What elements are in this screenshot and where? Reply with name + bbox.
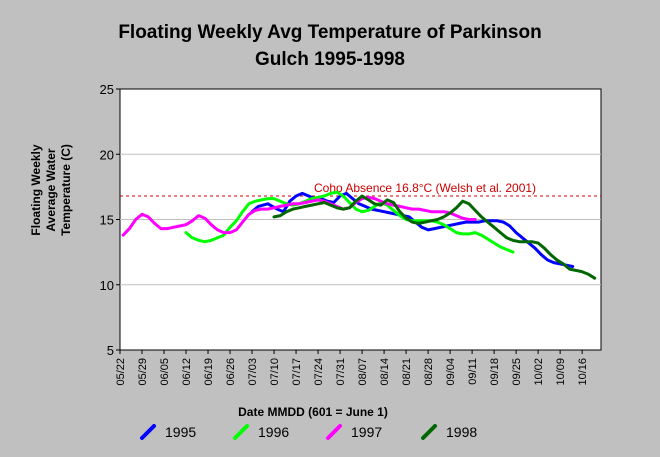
x-tick-label: 07/31	[335, 358, 347, 386]
x-tick-label: 10/02	[533, 358, 545, 386]
x-tick-label: 05/29	[137, 358, 149, 386]
y-tick-label: 15	[100, 213, 114, 228]
legend-swatch-1996	[233, 424, 249, 440]
x-tick-label: 08/21	[401, 358, 413, 386]
y-axis-label-line: Temperature (C)	[59, 144, 73, 236]
legend-label-1995: 1995	[165, 424, 196, 440]
x-tick-label: 10/16	[577, 358, 589, 386]
y-tick-label: 20	[100, 147, 114, 162]
legend-swatch-1997	[326, 424, 342, 440]
gridlines	[120, 153, 601, 286]
legend-label-1998: 1998	[446, 424, 477, 440]
x-axis-label: Date MMDD (601 = June 1)	[238, 405, 388, 419]
y-axis: 5 10 15 20 25	[100, 82, 120, 358]
x-tick-label: 10/09	[555, 358, 567, 386]
x-tick-label: 09/11	[467, 358, 479, 385]
x-tick-label: 05/22	[115, 358, 127, 386]
legend-swatch-1995	[140, 424, 156, 440]
x-tick-label: 08/07	[357, 358, 369, 386]
data-series	[121, 190, 597, 280]
y-axis-label: Floating Weekly Average Water Temperature …	[29, 144, 73, 236]
chart-title-line-1: Floating Weekly Avg Temperature of Parki…	[118, 22, 541, 43]
x-tick-label: 06/19	[203, 358, 215, 386]
series-line-1996	[184, 190, 515, 254]
x-tick-label: 06/05	[159, 358, 171, 386]
y-axis-label-line: Floating Weekly	[29, 144, 43, 235]
x-tick-label: 08/14	[379, 358, 391, 386]
chart-title-line-2: Gulch 1995-1998	[255, 49, 405, 70]
x-tick-label: 09/18	[489, 358, 501, 386]
legend: 1995 1996 1997 1998	[140, 424, 477, 440]
y-tick-label: 25	[100, 82, 114, 97]
x-tick-label: 09/04	[445, 358, 457, 386]
legend-label-1997: 1997	[351, 424, 382, 440]
x-axis: 05/22 05/29 06/05 06/12 06/19 06/26 07/03 07/10…	[115, 350, 589, 386]
x-tick-label: 07/03	[247, 358, 259, 386]
y-tick-label: 5	[107, 343, 114, 358]
x-tick-label: 07/10	[269, 358, 281, 386]
x-tick-label: 08/28	[423, 358, 435, 386]
x-tick-label: 09/25	[511, 358, 523, 386]
x-tick-label: 07/17	[291, 358, 303, 386]
y-tick-label: 10	[100, 278, 114, 293]
legend-label-1996: 1996	[258, 424, 289, 440]
x-tick-label: 07/24	[313, 358, 325, 386]
x-tick-label: 06/12	[181, 358, 193, 386]
series-line-1998	[272, 194, 597, 280]
x-tick-label: 06/26	[225, 358, 237, 386]
y-axis-label-line: Average Water	[44, 148, 58, 231]
legend-swatch-1998	[421, 424, 437, 440]
threshold-annotation: Coho Absence 16.8°C (Welsh et al. 2001)	[314, 181, 536, 195]
series-line-1997	[121, 195, 477, 237]
